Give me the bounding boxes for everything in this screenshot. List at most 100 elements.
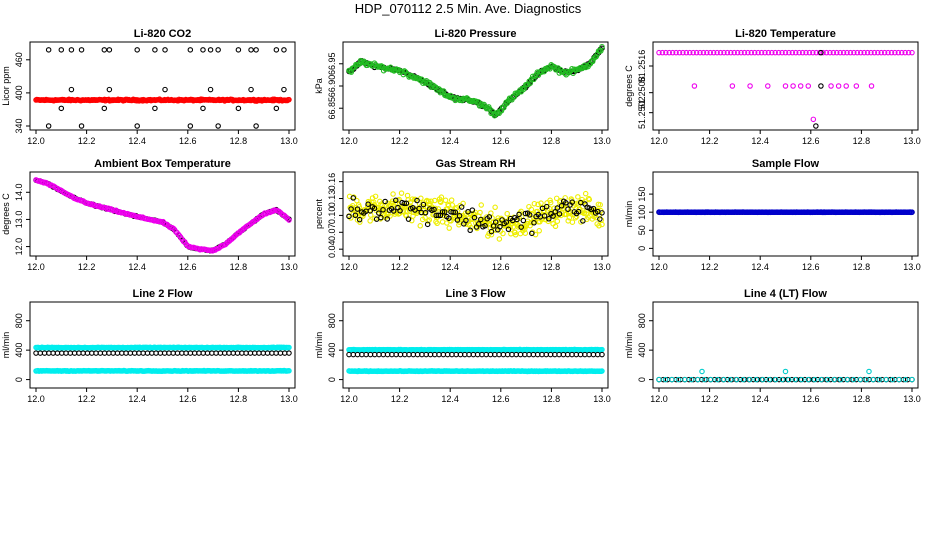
data-point	[779, 376, 786, 383]
data-point	[566, 214, 573, 221]
data-point	[554, 205, 561, 211]
data-point	[599, 210, 605, 216]
x-tick-label: 13.0	[903, 262, 921, 272]
data-point	[747, 83, 753, 89]
data-point	[898, 49, 905, 56]
data-point	[704, 49, 710, 56]
y-axis-label: percent	[314, 198, 324, 229]
data-point	[350, 195, 357, 201]
y-tick-label: 0	[14, 377, 24, 382]
data-point	[558, 203, 565, 209]
x-tick-label: 13.0	[593, 394, 611, 404]
y-tick-label: 800	[327, 313, 337, 328]
y-tick-label: 66.85	[327, 97, 337, 120]
data-point	[586, 196, 593, 203]
y-tick-label: 66.95	[327, 53, 337, 76]
data-point	[599, 221, 605, 228]
data-point	[868, 49, 874, 56]
data-point	[854, 49, 861, 56]
data-point	[810, 116, 817, 123]
y-tick-label: 13.0	[14, 211, 24, 229]
data-point	[766, 376, 773, 383]
data-point	[215, 47, 221, 53]
data-point	[396, 196, 402, 203]
data-point	[835, 83, 842, 89]
data-point	[707, 49, 714, 56]
data-point	[367, 212, 374, 218]
x-tick-label: 12.8	[853, 394, 871, 404]
plot-frame	[29, 171, 296, 257]
y-axis-label: ml/min	[314, 332, 324, 359]
data-point	[468, 224, 474, 231]
data-point	[58, 105, 65, 112]
data-point	[424, 221, 431, 228]
data-point	[492, 204, 498, 211]
data-point	[551, 205, 558, 211]
data-point	[398, 190, 405, 196]
data-point	[699, 368, 705, 375]
data-point	[889, 376, 896, 383]
data-point	[527, 219, 534, 226]
data-point	[546, 216, 552, 222]
data-point	[512, 229, 518, 236]
y-tick-label: 0	[637, 246, 647, 251]
x-tick-label: 12.4	[441, 262, 459, 272]
data-point	[431, 197, 438, 204]
x-tick-label: 12.8	[230, 262, 248, 272]
data-point	[775, 49, 782, 56]
data-point	[410, 213, 416, 219]
data-point	[207, 86, 214, 93]
data-point	[790, 83, 796, 89]
data-point	[418, 195, 424, 202]
data-point	[782, 83, 789, 89]
x-tick-label: 12.0	[340, 136, 358, 146]
data-point	[543, 203, 550, 210]
y-tick-label: 0.04	[327, 240, 337, 258]
data-point	[687, 49, 693, 56]
x-tick-label: 12.6	[802, 394, 820, 404]
data-point	[691, 83, 698, 89]
plot-area	[346, 346, 605, 375]
data-point	[426, 217, 433, 223]
data-point	[883, 376, 889, 383]
data-point	[446, 225, 452, 231]
data-point	[248, 47, 254, 53]
x-tick-label: 12.8	[230, 136, 248, 146]
data-point	[253, 123, 259, 129]
data-point	[253, 47, 259, 53]
data-point	[565, 206, 571, 212]
data-point	[792, 376, 798, 383]
data-point	[420, 201, 427, 208]
data-point	[463, 217, 469, 224]
data-point	[488, 228, 495, 235]
data-point	[446, 215, 452, 221]
x-tick-label: 12.0	[27, 394, 45, 404]
x-tick-label: 12.2	[78, 394, 96, 404]
data-point	[450, 209, 456, 215]
plot-frame	[342, 301, 609, 389]
data-point	[599, 368, 605, 374]
chart-title: Line 2 Flow	[133, 288, 193, 300]
data-point	[550, 213, 556, 219]
data-point	[361, 58, 367, 65]
y-tick-label: 400	[14, 85, 24, 100]
data-point	[695, 376, 701, 383]
data-point	[785, 376, 792, 383]
data-point	[106, 47, 113, 53]
x-tick-label: 12.8	[543, 136, 561, 146]
data-point	[482, 223, 488, 229]
data-point	[714, 49, 720, 56]
plot-frame	[342, 41, 609, 131]
plot-frame	[29, 301, 296, 389]
data-point	[597, 202, 603, 208]
data-point	[281, 86, 287, 93]
data-point	[478, 202, 484, 208]
data-point	[683, 49, 690, 56]
chart-panel-1: Li-820 CO2 Licor ppm 12.0 12.2 12.4 12.6 12.8 1…	[1, 28, 298, 146]
data-point	[843, 83, 849, 89]
data-point	[467, 227, 473, 234]
data-point	[371, 199, 377, 205]
data-point	[552, 223, 559, 230]
data-point	[45, 123, 52, 129]
x-tick-label: 12.0	[650, 394, 668, 404]
